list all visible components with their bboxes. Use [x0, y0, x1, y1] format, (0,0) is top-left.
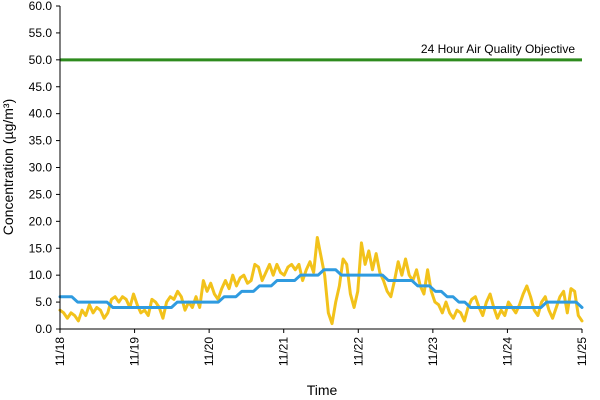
y-tick-label: 20.0 — [29, 214, 53, 228]
y-tick-label: 5.0 — [35, 295, 52, 309]
y-tick-label: 40.0 — [29, 107, 53, 121]
objective-label: 24 Hour Air Quality Objective — [421, 42, 575, 56]
series-line-1 — [58, 235, 584, 326]
series-line-2 — [58, 268, 584, 309]
x-tick-label: 11/20 — [202, 337, 216, 366]
y-tick-label: 55.0 — [29, 26, 53, 40]
x-axis-ticks: 11/18 11/19 11/20 11/21 11/22 11/23 11/24 11/25 — [53, 329, 589, 366]
y-tick-label: 10.0 — [29, 268, 53, 282]
x-tick-label: 11/21 — [277, 337, 291, 366]
x-tick-label: 11/24 — [500, 337, 514, 366]
y-axis-ticks: 0.0 5.0 10.0 15.0 20.0 25.0 30.0 35.0 40.0 45.0 50… — [29, 0, 60, 336]
y-tick-label: 45.0 — [29, 80, 53, 94]
y-tick-label: 25.0 — [29, 187, 53, 201]
y-axis-title: Concentration (µg/m³) — [0, 99, 16, 235]
y-tick-label: 0.0 — [35, 322, 52, 336]
series-layer — [58, 235, 584, 326]
y-tick-label: 35.0 — [29, 134, 53, 148]
x-tick-label: 11/25 — [575, 337, 589, 366]
x-axis-title: Time — [307, 382, 338, 398]
y-tick-label: 60.0 — [29, 0, 53, 13]
x-tick-label: 11/18 — [53, 337, 67, 366]
x-tick-label: 11/19 — [128, 337, 142, 366]
x-tick-label: 11/22 — [351, 337, 365, 366]
y-tick-label: 50.0 — [29, 53, 53, 67]
y-tick-label: 15.0 — [29, 241, 53, 255]
y-tick-label: 30.0 — [29, 161, 53, 175]
x-tick-label: 11/23 — [426, 337, 440, 366]
